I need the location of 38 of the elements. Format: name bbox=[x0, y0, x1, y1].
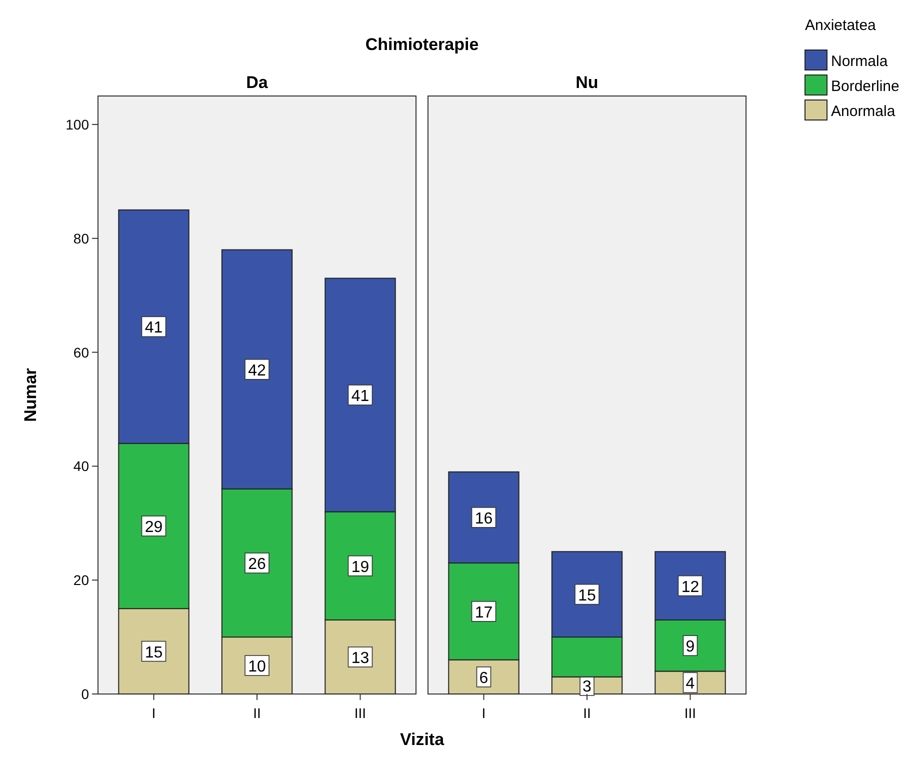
y-tick-label: 60 bbox=[73, 344, 90, 360]
data-label: 9 bbox=[686, 638, 695, 656]
x-tick-label: III bbox=[354, 705, 366, 721]
data-label: 3 bbox=[582, 678, 592, 696]
data-label: 42 bbox=[248, 362, 266, 380]
data-label: 15 bbox=[578, 587, 596, 604]
data-label: 15 bbox=[144, 644, 163, 662]
chart-title: Chimioterapie bbox=[365, 35, 479, 54]
legend-label: Anormala bbox=[831, 103, 896, 120]
chart-subtitle: Da bbox=[246, 73, 268, 92]
x-tick-label: II bbox=[253, 705, 261, 721]
x-tick-label: II bbox=[583, 705, 591, 721]
legend-title: Anxietatea bbox=[805, 17, 877, 34]
legend-label: Borderline bbox=[831, 78, 900, 95]
x-tick-label: I bbox=[482, 705, 486, 721]
x-tick-label: III bbox=[684, 705, 696, 721]
data-label: 19 bbox=[351, 558, 370, 576]
data-label: 16 bbox=[474, 510, 493, 528]
y-axis-title: Numar bbox=[21, 368, 40, 422]
data-label: 41 bbox=[144, 320, 163, 337]
data-label: 17 bbox=[474, 604, 493, 622]
data-label: 29 bbox=[144, 518, 163, 536]
data-label: 26 bbox=[248, 556, 266, 574]
x-axis-title: Vizita bbox=[400, 730, 445, 749]
data-label: 4 bbox=[686, 676, 695, 693]
data-label: 6 bbox=[479, 670, 488, 687]
chart-subtitle: Nu bbox=[576, 73, 598, 92]
y-tick-label: 80 bbox=[73, 230, 90, 246]
y-tick-label: 20 bbox=[73, 572, 90, 588]
data-label: 13 bbox=[351, 650, 370, 667]
y-tick-label: 100 bbox=[66, 116, 90, 132]
data-label: 10 bbox=[248, 658, 266, 676]
data-label: 41 bbox=[351, 388, 370, 405]
y-tick-label: 0 bbox=[81, 686, 90, 702]
data-label: 12 bbox=[681, 578, 700, 596]
y-tick-label: 40 bbox=[73, 458, 90, 474]
x-tick-label: I bbox=[152, 705, 156, 721]
legend-label: Normala bbox=[831, 53, 888, 70]
